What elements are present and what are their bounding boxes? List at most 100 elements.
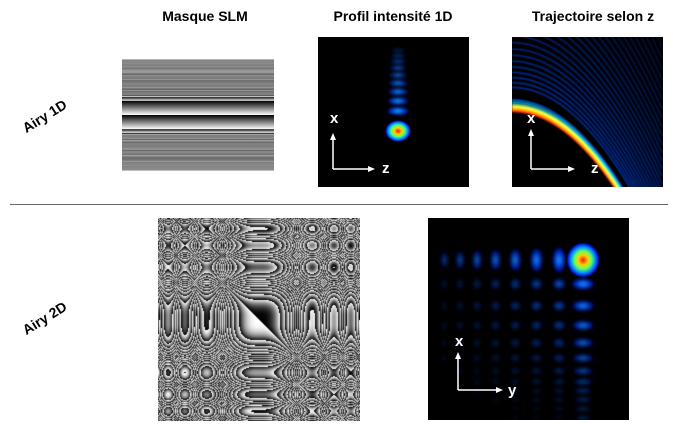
mask-band [122, 150, 274, 152]
slm-mask-2d-panel [158, 218, 360, 421]
side-lobe-2d [509, 338, 521, 348]
axis-label-z-traj: z [591, 160, 599, 177]
side-lobe-2d [440, 300, 448, 311]
side-lobe-2d [573, 388, 593, 394]
mask-band [122, 94, 274, 98]
mask-band [122, 152, 274, 153]
mask-band [122, 135, 274, 138]
trajectory-line [623, 37, 663, 109]
side-lobe [389, 59, 407, 64]
mask-band [122, 137, 274, 140]
mask-band [122, 72, 274, 73]
side-lobe-2d [552, 354, 566, 362]
side-lobe-2d [530, 388, 543, 394]
mask-band [122, 139, 274, 141]
mask-band [122, 74, 274, 76]
side-lobe-2d [472, 250, 482, 270]
mask-band [122, 154, 274, 156]
side-lobe-2d [530, 367, 543, 375]
trajectory-line [512, 82, 634, 187]
side-lobe-2d [440, 278, 448, 290]
mask-band [122, 72, 274, 74]
column-title-slm-mask: Masque SLM [162, 8, 248, 24]
side-lobe-2d [490, 278, 501, 290]
mask-band [122, 132, 274, 136]
intensity-2d-image: x y [440, 242, 600, 420]
side-lobe-2d [552, 338, 566, 348]
intensity-2d-panel: x y [428, 218, 629, 420]
trajectory-line [512, 103, 620, 187]
side-lobe-2d [573, 378, 593, 385]
side-lobe-2d [472, 278, 482, 290]
side-lobe-2d [552, 246, 566, 274]
trajectory-line [591, 37, 663, 154]
side-lobe-2d [552, 367, 566, 375]
row-divider [10, 204, 668, 205]
side-lobe-2d [490, 378, 501, 385]
mask-band [122, 155, 274, 157]
axis-arrows-xz-2 [528, 129, 575, 172]
side-lobe-2d [440, 338, 448, 348]
trajectory-z-panel: x z [512, 37, 663, 187]
side-lobe-2d [472, 338, 482, 348]
side-lobe-2d [456, 367, 464, 375]
side-lobe-2d [456, 338, 464, 348]
side-lobe [390, 53, 406, 58]
mask-band [122, 149, 274, 150]
mask-band [122, 76, 274, 78]
trajectory-line [604, 37, 663, 137]
side-lobe-2d [490, 338, 501, 348]
main-lobe [385, 120, 411, 142]
mask-band [122, 148, 274, 150]
side-lobe [388, 79, 408, 87]
mask-band [122, 71, 274, 73]
side-lobe-2d [530, 338, 543, 348]
side-lobe-2d [440, 251, 448, 269]
side-lobe-2d [509, 278, 521, 290]
side-lobe-2d [530, 354, 543, 362]
mask-band [122, 81, 274, 83]
mask-band [122, 158, 274, 159]
side-lobe-2d [509, 415, 521, 420]
side-lobe-2d [530, 397, 543, 403]
column-title-trajectory-z: Trajectoire selon z [531, 8, 655, 24]
trajectory-line [512, 60, 645, 187]
mask-band [122, 75, 274, 76]
axis-label-x-traj: x [527, 110, 536, 127]
side-lobe-2d [490, 320, 501, 331]
mask-band [122, 84, 274, 86]
trajectory-line [575, 37, 663, 170]
mask-band [122, 146, 274, 148]
mask-band [122, 80, 274, 81]
mask-band [122, 89, 274, 91]
side-lobe-2d [552, 415, 566, 420]
trajectory-line [598, 37, 663, 145]
side-lobe-2d [490, 249, 501, 271]
trajectory-line [512, 48, 652, 187]
side-lobe-2d [530, 278, 543, 290]
trajectory-line [512, 101, 622, 187]
mask-band [122, 78, 274, 80]
mask-band [122, 144, 274, 146]
side-lobe-2d [552, 388, 566, 394]
side-lobe-2d [490, 300, 501, 311]
mask-band [122, 155, 274, 156]
mask-band [122, 87, 274, 90]
trajectory-line [512, 66, 642, 187]
side-lobe-2d [440, 354, 448, 362]
trajectory-line [512, 77, 636, 187]
mask-band [122, 73, 274, 75]
row-label-airy-2d: Airy 2D [19, 298, 70, 338]
side-lobe-2d [509, 354, 521, 362]
mask-band [122, 140, 274, 143]
mask-band [122, 92, 274, 95]
side-lobe-2d [574, 415, 592, 420]
side-lobe-2d [472, 378, 482, 385]
side-lobe-2d [509, 406, 521, 411]
mask-band [122, 145, 274, 147]
side-lobe-2d [552, 406, 566, 411]
mask-band [122, 100, 274, 115]
mask-band [122, 129, 274, 133]
axis-label-y-2d: y [508, 382, 517, 399]
trajectory-line [512, 105, 620, 187]
